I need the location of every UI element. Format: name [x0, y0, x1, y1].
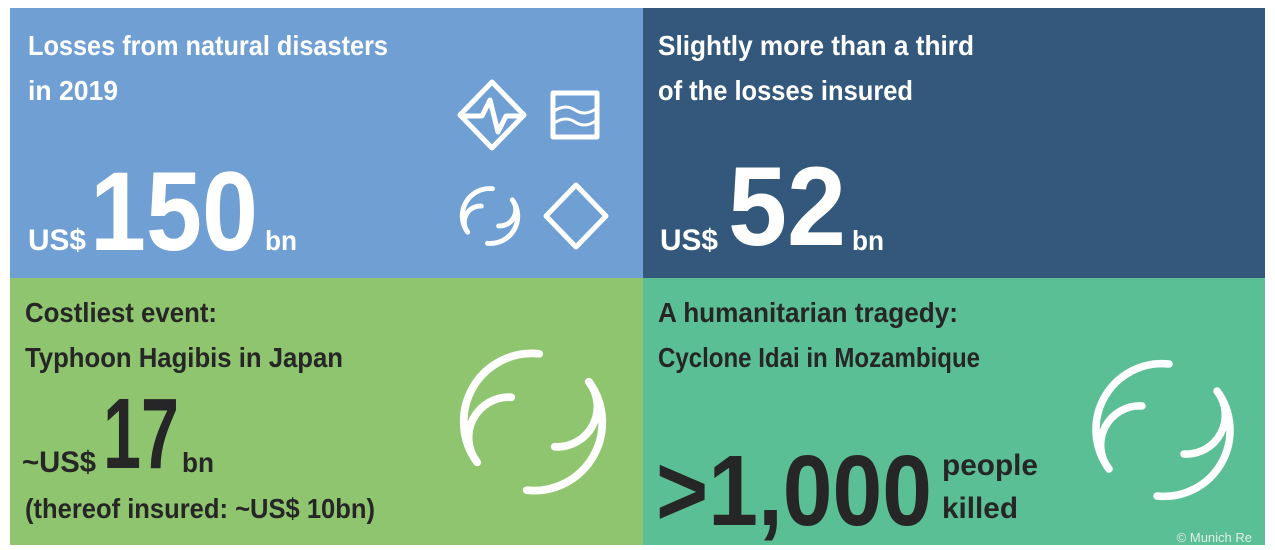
big-number: 17 — [103, 378, 179, 490]
suffix: bn — [265, 225, 297, 256]
panel-losses — [10, 8, 643, 278]
title-line: Slightly more than a third — [658, 30, 974, 61]
suffix: bn — [852, 225, 884, 256]
title-line: in 2019 — [28, 75, 118, 106]
prefix: US$ — [660, 224, 718, 257]
title-line: of the losses insured — [658, 75, 913, 106]
panel-humanitarian — [643, 278, 1265, 545]
hazard-icons — [457, 79, 609, 250]
note: (thereof insured: ~US$ 10bn) — [25, 493, 375, 524]
big-number: 150 — [90, 149, 258, 274]
prefix: ~US$ — [22, 446, 96, 479]
suffix: killed — [942, 492, 1018, 525]
suffix: bn — [182, 447, 214, 478]
prefix: US$ — [28, 224, 86, 257]
title-line: Losses from natural disasters — [28, 30, 388, 61]
copyright: © Munich Re — [1177, 530, 1252, 545]
title-line: Cyclone Idai in Mozambique — [658, 342, 980, 373]
suffix: people — [942, 449, 1038, 482]
panel-insured — [643, 8, 1265, 278]
big-number: >1,000 — [656, 435, 932, 547]
big-number: 52 — [728, 144, 846, 269]
panel-costliest — [10, 278, 643, 545]
title-line: Costliest event: — [25, 297, 217, 328]
title-line: Typhoon Hagibis in Japan — [25, 342, 343, 373]
title-line: A humanitarian tragedy: — [658, 297, 958, 328]
